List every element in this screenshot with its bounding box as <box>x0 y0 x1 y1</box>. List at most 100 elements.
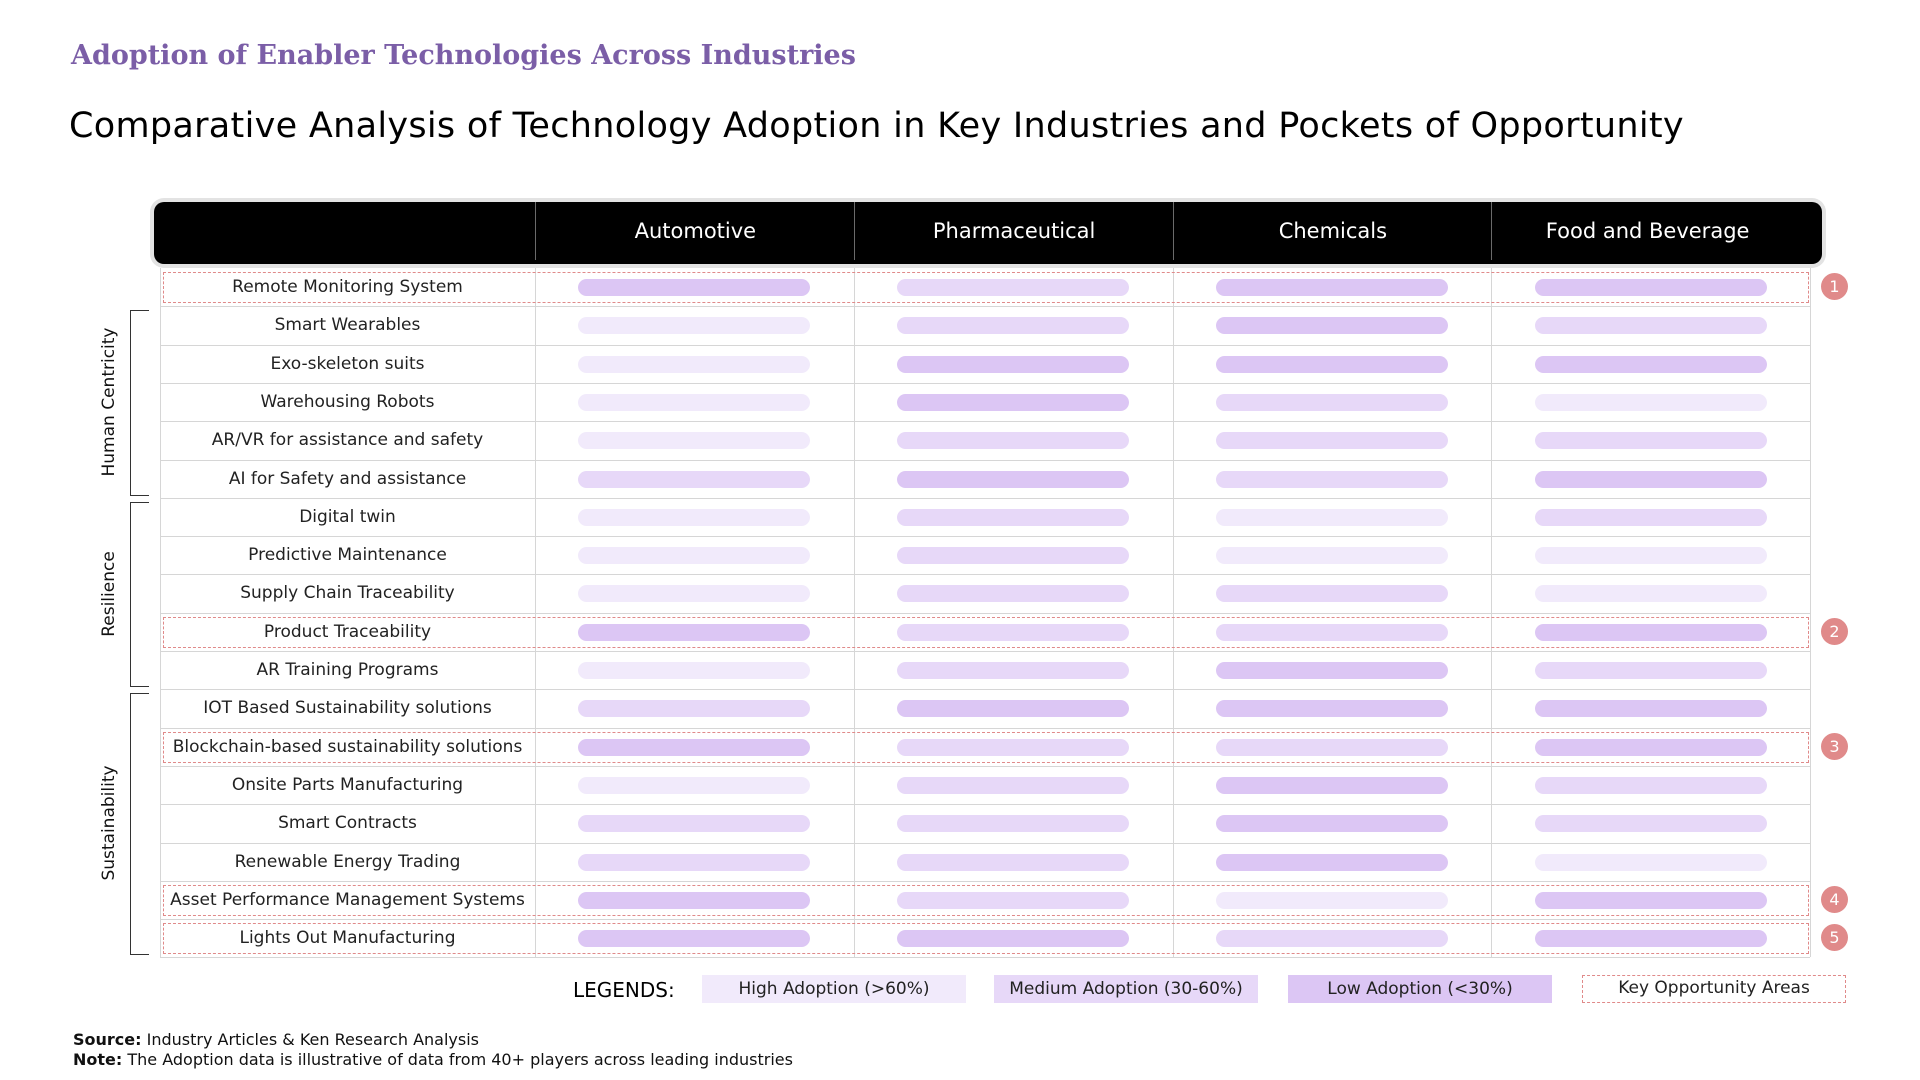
adoption-pill-low <box>578 623 811 641</box>
opportunity-highlight <box>163 923 1809 955</box>
adoption-pill-medium <box>1215 393 1448 411</box>
adoption-pill-medium <box>897 279 1130 296</box>
adoption-pill-high <box>578 432 811 450</box>
grid-line-horizontal <box>160 306 1810 308</box>
legend-title: LEGENDS: <box>573 978 675 1002</box>
adoption-pill-medium <box>1215 470 1448 488</box>
opportunity-highlight <box>163 884 1809 917</box>
group-bracket <box>130 310 149 496</box>
row-label: Smart Wearables <box>274 315 421 336</box>
adoption-pill-low <box>897 355 1130 373</box>
grid-line-horizontal <box>160 689 1810 691</box>
adoption-pill-medium <box>897 432 1130 450</box>
adoption-pill-high <box>578 547 811 565</box>
row-label: AI for Safety and assistance <box>228 468 467 489</box>
adoption-pill-medium <box>897 662 1130 679</box>
adoption-pill-medium <box>1215 432 1448 450</box>
grid-line-horizontal <box>160 344 1810 346</box>
group-label-resilience: Resilience <box>99 550 119 637</box>
adoption-pill-low <box>1215 279 1448 296</box>
adoption-pill-high <box>1534 547 1767 565</box>
row-label: IOT Based Sustainability solutions <box>203 698 492 719</box>
adoption-pill-medium <box>1534 432 1767 450</box>
column-header-automotive: Automotive <box>535 202 855 260</box>
adoption-pill-medium <box>897 891 1130 909</box>
adoption-pill-low <box>1534 738 1767 756</box>
adoption-pill-low <box>1534 891 1767 909</box>
adoption-pill-high <box>578 662 811 679</box>
adoption-pill-medium <box>578 853 811 871</box>
grid-line-horizontal <box>160 880 1810 882</box>
adoption-pill-high <box>578 585 811 603</box>
adoption-pill-medium <box>897 508 1130 526</box>
column-header-chemicals: Chemicals <box>1172 202 1493 260</box>
adoption-pill-high <box>578 776 811 794</box>
grid-line-horizontal <box>160 421 1810 423</box>
row-label: Asset Performance Management Systems <box>170 889 525 910</box>
row-label: AR Training Programs <box>256 660 439 680</box>
adoption-pill-high <box>1534 393 1767 411</box>
adoption-pill-low <box>578 930 811 948</box>
legend-low: Low Adoption (<30%) <box>1288 975 1552 1003</box>
row-label: Digital twin <box>299 506 396 527</box>
adoption-pill-medium <box>1534 815 1767 833</box>
grid-line-horizontal <box>160 765 1810 767</box>
adoption-pill-low <box>1534 623 1767 641</box>
grid-line-horizontal <box>160 536 1810 538</box>
opportunity-badge: 5 <box>1821 924 1848 952</box>
adoption-pill-low <box>897 700 1130 718</box>
grid-line-horizontal <box>160 459 1810 461</box>
note-text: The Adoption data is illustrative of dat… <box>122 1050 793 1069</box>
adoption-pill-high <box>1534 585 1767 603</box>
row-label: Supply Chain Traceability <box>240 583 455 604</box>
adoption-pill-low <box>1215 853 1448 871</box>
adoption-pill-low <box>1534 470 1767 488</box>
grid-line-horizontal <box>160 842 1810 844</box>
adoption-pill-high <box>578 508 811 526</box>
grid-line-horizontal <box>160 612 1810 614</box>
grid-line-horizontal <box>160 497 1810 499</box>
adoption-pill-medium <box>1215 585 1448 603</box>
note-label: Note: <box>73 1050 123 1069</box>
adoption-pill-medium <box>897 815 1130 833</box>
opportunity-highlight <box>163 731 1809 763</box>
adoption-pill-low <box>1215 355 1448 373</box>
adoption-pill-high <box>578 355 811 373</box>
row-label: Lights Out Manufacturing <box>239 928 456 949</box>
row-label: AR/VR for assistance and safety <box>211 430 484 451</box>
grid-line-horizontal <box>160 957 1810 959</box>
adoption-pill-low <box>1215 317 1448 335</box>
opportunity-badge: 3 <box>1821 732 1848 760</box>
adoption-pill-low <box>1215 815 1448 833</box>
row-label: Exo-skeleton suits <box>270 353 425 374</box>
adoption-pill-medium <box>897 547 1130 565</box>
opportunity-highlight <box>163 616 1809 648</box>
adoption-pill-low <box>578 891 811 909</box>
group-label-sustainability: Sustainability <box>99 765 119 881</box>
adoption-pill-medium <box>578 700 811 718</box>
grid-line-horizontal <box>160 919 1810 921</box>
adoption-pill-medium <box>1534 317 1767 335</box>
legend-opportunity: Key Opportunity Areas <box>1582 975 1846 1003</box>
page-title: Comparative Analysis of Technology Adopt… <box>69 106 1684 146</box>
adoption-pill-medium <box>897 776 1130 794</box>
row-label: Renewable Energy Trading <box>234 851 461 872</box>
adoption-pill-high <box>1215 547 1448 565</box>
data-note: Note: The Adoption data is illustrative … <box>73 1050 793 1069</box>
group-label-human-centricity: Human Centricity <box>99 327 119 477</box>
row-label: Warehousing Robots <box>260 391 435 412</box>
row-label: Onsite Parts Manufacturing <box>231 774 464 795</box>
adoption-pill-medium <box>1534 662 1767 679</box>
grid-line-horizontal <box>160 382 1810 384</box>
adoption-pill-high <box>578 317 811 335</box>
adoption-pill-medium <box>1534 508 1767 526</box>
legend-medium: Medium Adoption (30-60%) <box>994 975 1258 1003</box>
adoption-pill-high <box>1215 508 1448 526</box>
adoption-pill-low <box>897 393 1130 411</box>
source-note: Source: Industry Articles & Ken Research… <box>73 1030 479 1049</box>
grid-line-horizontal <box>160 804 1810 806</box>
grid-line-horizontal <box>160 727 1810 729</box>
adoption-pill-low <box>1534 930 1767 948</box>
group-bracket <box>130 693 149 956</box>
table-header: Automotive Pharmaceutical Chemicals Food an… <box>154 202 1822 264</box>
